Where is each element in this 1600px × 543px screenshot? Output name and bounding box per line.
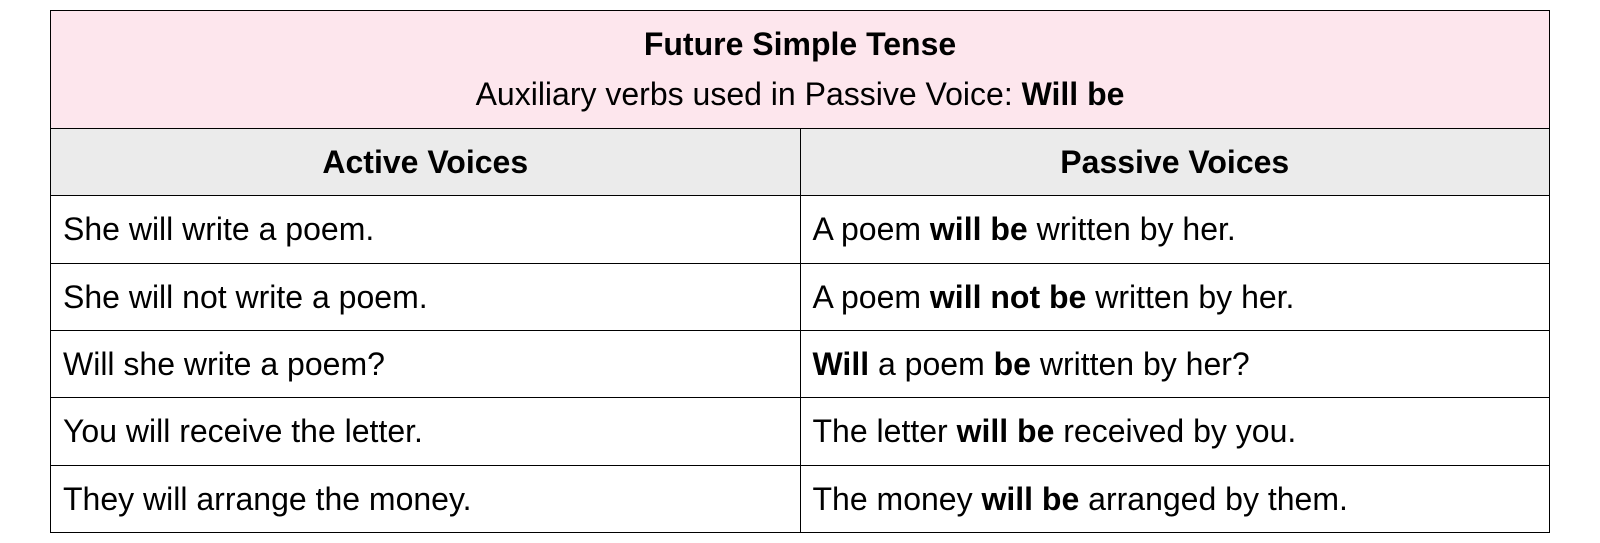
active-cell: She will not write a poem. [51,263,801,330]
text-segment: A poem [813,211,930,247]
passive-cell: The letter will be received by you. [800,398,1550,465]
title-cell: Future Simple Tense Auxiliary verbs used… [51,11,1550,129]
text-segment: written by her. [1028,211,1236,247]
text-segment: received by you. [1054,413,1296,449]
column-header-active: Active Voices [51,128,801,195]
active-cell: She will write a poem. [51,196,801,263]
text-segment: The letter [813,413,957,449]
active-cell: They will arrange the money. [51,465,801,532]
text-segment: will be [930,211,1028,247]
table-title: Future Simple Tense [63,21,1537,67]
text-segment: You will receive the letter. [63,413,423,449]
text-segment: arranged by them. [1079,481,1348,517]
text-segment: a poem [869,346,994,382]
passive-cell: Will a poem be written by her? [800,330,1550,397]
text-segment: They will arrange the money. [63,481,471,517]
table-body: She will write a poem. A poem will be wri… [51,196,1550,533]
column-header-row: Active Voices Passive Voices [51,128,1550,195]
column-header-passive: Passive Voices [800,128,1550,195]
text-segment: will be [981,481,1079,517]
passive-cell: A poem will be written by her. [800,196,1550,263]
text-segment: written by her? [1031,346,1250,382]
table-subtitle: Auxiliary verbs used in Passive Voice: W… [476,76,1125,112]
table-row: Will she write a poem? Will a poem be wri… [51,330,1550,397]
table-row: She will not write a poem. A poem will no… [51,263,1550,330]
text-segment: will not be [930,279,1086,315]
text-segment: written by her. [1086,279,1294,315]
active-cell: Will she write a poem? [51,330,801,397]
text-segment: be [994,346,1031,382]
subtitle-prefix: Auxiliary verbs used in Passive Voice: [476,76,1022,112]
passive-cell: The money will be arranged by them. [800,465,1550,532]
text-segment: Will she write a poem? [63,346,385,382]
title-row: Future Simple Tense Auxiliary verbs used… [51,11,1550,129]
table-row: She will write a poem. A poem will be wri… [51,196,1550,263]
grammar-table: Future Simple Tense Auxiliary verbs used… [50,10,1550,533]
table-row: They will arrange the money. The money wi… [51,465,1550,532]
text-segment: A poem [813,279,930,315]
table-row: You will receive the letter. The letter w… [51,398,1550,465]
text-segment: She will write a poem. [63,211,374,247]
passive-cell: A poem will not be written by her. [800,263,1550,330]
text-segment: The money [813,481,982,517]
text-segment: will be [957,413,1055,449]
subtitle-bold: Will be [1022,76,1125,112]
text-segment: She will not write a poem. [63,279,428,315]
text-segment: Will [813,346,870,382]
active-cell: You will receive the letter. [51,398,801,465]
